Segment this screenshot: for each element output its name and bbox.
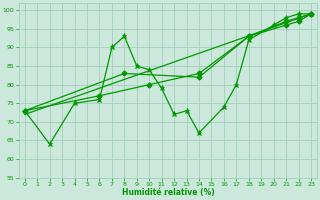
X-axis label: Humidité relative (%): Humidité relative (%) — [122, 188, 214, 197]
